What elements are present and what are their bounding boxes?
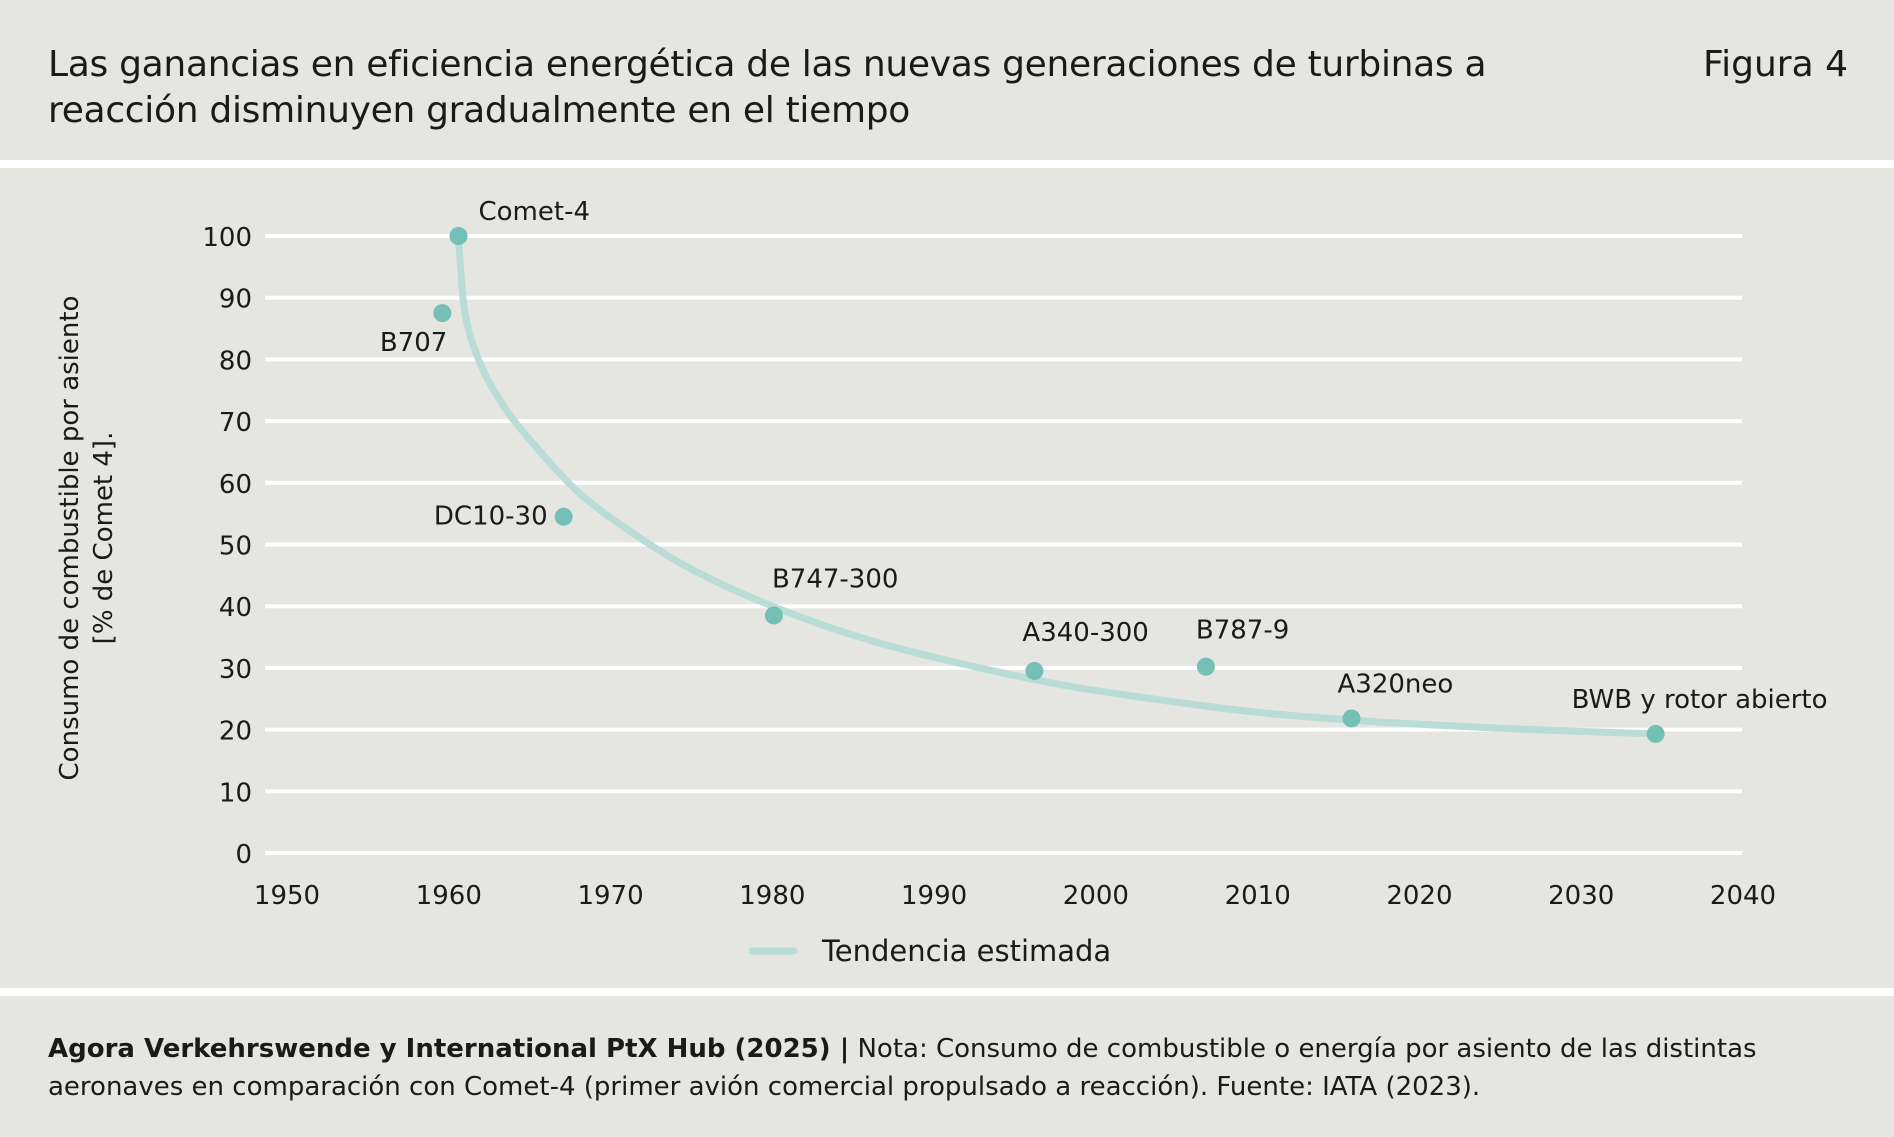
x-tick-label-2020: 2020 xyxy=(1386,881,1452,911)
y-tick-label-60: 60 xyxy=(219,470,252,500)
point-label-bwb-y-rotor-abierto: BWB y rotor abierto xyxy=(1572,685,1828,715)
data-point-b747-300 xyxy=(764,606,783,625)
point-label-a340-300: A340-300 xyxy=(1022,618,1148,648)
y-tick-label-100: 100 xyxy=(202,223,252,253)
y-tick-label-90: 90 xyxy=(219,285,252,315)
chart-title: Las ganancias en eficiencia energética d… xyxy=(48,44,1487,131)
point-label-comet-4: Comet-4 xyxy=(478,197,590,227)
x-tick-label-1980: 1980 xyxy=(739,881,805,911)
figure-label: Figura 4 xyxy=(1703,44,1848,85)
point-label-dc10-30: DC10-30 xyxy=(434,502,548,532)
data-point-a320neo xyxy=(1342,709,1361,728)
footer-panel: Agora Verkehrswende y International PtX … xyxy=(0,996,1894,1137)
y-axis-label-line1: Consumo de combustible por asiento xyxy=(55,296,85,781)
x-tick-label-2030: 2030 xyxy=(1548,881,1614,911)
data-point-comet-4 xyxy=(449,227,468,245)
footer-note: Agora Verkehrswende y International PtX … xyxy=(48,1030,1858,1106)
y-tick-label-40: 40 xyxy=(219,593,252,623)
x-tick-label-1970: 1970 xyxy=(577,881,643,911)
y-tick-label-30: 30 xyxy=(219,655,252,685)
chart-panel: 0 10 20 30 40 50 60 70 80 90 100 1950 1960 1970 1980 1… xyxy=(0,168,1894,988)
data-point-bwb-y-rotor-abierto xyxy=(1646,724,1665,743)
data-point-dc10-30 xyxy=(554,507,573,526)
x-tick-label-2040: 2040 xyxy=(1710,881,1776,911)
footer-source: Agora Verkehrswende y International PtX … xyxy=(48,1034,850,1064)
trend-series xyxy=(454,232,1660,738)
point-label-b707: B707 xyxy=(380,328,447,358)
y-tick-label-10: 10 xyxy=(219,778,252,808)
point-label-b787-9: B787-9 xyxy=(1196,616,1289,646)
y-axis-label-line2: [% de Comet 4]. xyxy=(89,432,119,645)
point-labels: Comet-4 B707 DC10-30 B747-300 A340-300 B787-9… xyxy=(380,197,1828,715)
y-tick-labels: 0 10 20 30 40 50 60 70 80 90 100 xyxy=(202,223,252,870)
x-tick-label-2010: 2010 xyxy=(1225,881,1291,911)
data-point-b787-9 xyxy=(1196,657,1215,676)
point-label-a320neo: A320neo xyxy=(1337,669,1453,699)
x-tick-label-1950: 1950 xyxy=(254,881,320,911)
x-tick-label-2000: 2000 xyxy=(1063,881,1129,911)
gridlines xyxy=(265,234,1742,855)
trend-line xyxy=(454,232,1660,738)
data-point-a340-300 xyxy=(1025,661,1044,680)
data-points xyxy=(433,227,1665,743)
y-tick-label-50: 50 xyxy=(219,532,252,562)
y-tick-label-70: 70 xyxy=(219,408,252,438)
y-tick-label-20: 20 xyxy=(219,717,252,747)
y-axis-title: Consumo de combustible por asiento [% de… xyxy=(55,296,119,781)
x-tick-label-1990: 1990 xyxy=(901,881,967,911)
footer-note-text: Nota: Consumo de combustible o energía p… xyxy=(48,1034,1757,1102)
y-tick-label-0: 0 xyxy=(235,840,252,870)
x-tick-label-1960: 1960 xyxy=(416,881,482,911)
point-label-b747-300: B747-300 xyxy=(772,564,898,594)
header-panel: Las ganancias en eficiencia energética d… xyxy=(0,0,1894,160)
y-tick-label-80: 80 xyxy=(219,346,252,376)
legend: Tendencia estimada xyxy=(748,934,1111,968)
x-tick-labels: 1950 1960 1970 1980 1990 2000 2010 2020 2030 2040 xyxy=(254,881,1776,911)
legend-trend-label: Tendencia estimada xyxy=(821,934,1111,968)
data-point-b707 xyxy=(433,304,452,323)
